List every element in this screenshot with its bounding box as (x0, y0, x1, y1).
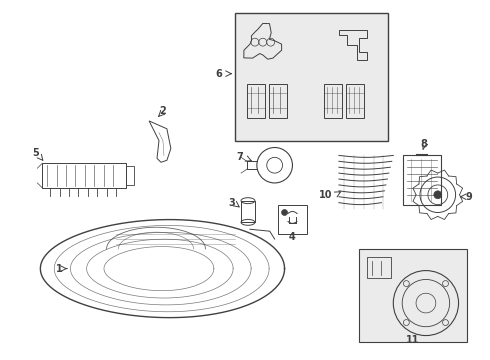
Text: 1: 1 (56, 264, 63, 274)
Bar (278, 204, 307, 234)
Text: 4: 4 (289, 232, 296, 242)
Bar (241, 201, 255, 222)
Bar (269, 84, 287, 118)
Bar (235, 13, 389, 141)
Circle shape (434, 191, 442, 199)
Circle shape (282, 210, 288, 215)
Text: 8: 8 (420, 139, 427, 149)
Text: 10: 10 (318, 190, 332, 200)
Text: 7: 7 (236, 152, 243, 162)
Text: 3: 3 (229, 198, 236, 208)
Text: 6: 6 (216, 69, 222, 79)
Bar (403, 156, 441, 204)
Text: 9: 9 (466, 192, 472, 202)
Text: 2: 2 (160, 106, 166, 116)
Text: 11: 11 (406, 336, 420, 345)
Text: 5: 5 (32, 148, 39, 158)
Bar (346, 84, 364, 118)
Bar (367, 257, 392, 278)
Bar (359, 249, 467, 342)
Bar (324, 84, 342, 118)
Bar (247, 84, 265, 118)
Bar (42, 163, 126, 188)
Bar (126, 166, 134, 185)
